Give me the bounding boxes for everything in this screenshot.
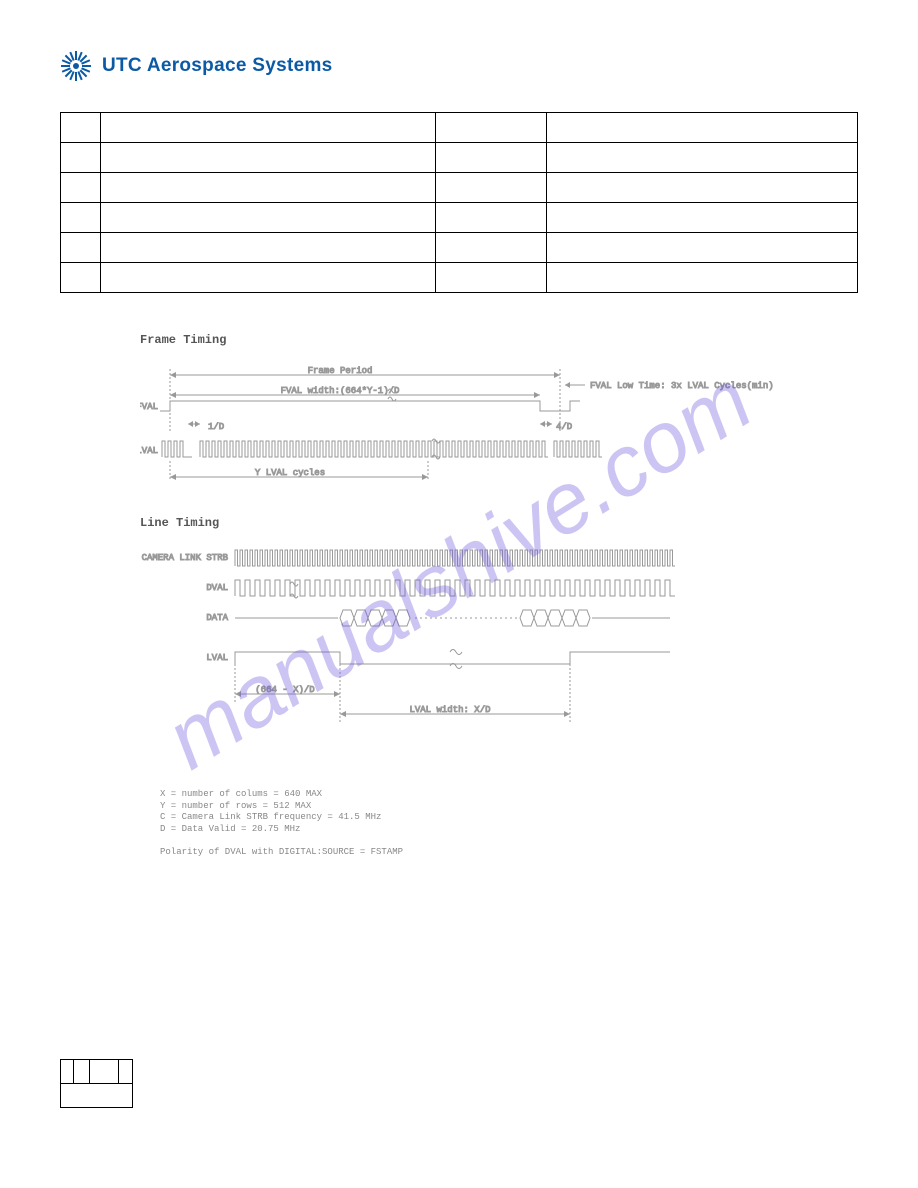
spec-cell [61,263,101,293]
brand-starburst-icon [60,50,92,82]
spec-cell [61,143,101,173]
timing-notes: X = number of colums = 640 MAX Y = numbe… [160,789,858,859]
footer-cell [118,1060,132,1084]
spec-cell [61,113,101,143]
svg-text:LVAL: LVAL [206,653,228,663]
svg-text:Y LVAL cycles: Y LVAL cycles [255,468,325,478]
footer-cell [61,1060,74,1084]
note-line: X = number of colums = 640 MAX [160,789,858,801]
spec-cell [547,233,858,263]
frame-timing-svg: Frame Period FVAL width:(664*Y-1)/D FVAL… [140,361,840,511]
svg-text:CAMERA LINK STRB: CAMERA LINK STRB [142,553,229,563]
spec-cell [547,143,858,173]
spec-cell [435,143,547,173]
spec-cell [435,203,547,233]
spec-cell [547,173,858,203]
note-line: Polarity of DVAL with DIGITAL:SOURCE = F… [160,847,858,859]
spec-cell [100,143,435,173]
spec-cell [435,173,547,203]
footer-cell [89,1060,118,1084]
svg-text:LVAL width: X/D: LVAL width: X/D [409,705,490,715]
svg-text:1/D: 1/D [208,422,224,432]
spec-cell [435,113,547,143]
svg-text:FVAL: FVAL [140,402,158,412]
frame-timing-diagram: Frame Timing Frame Period FVAL width:(66… [140,333,818,516]
svg-text:DATA: DATA [206,613,228,623]
spec-cell [547,263,858,293]
line-timing-diagram: Line Timing CAMERA LINK STRB DVAL DATA L… [140,516,818,759]
note-line: Y = number of rows = 512 MAX [160,801,858,813]
svg-text:LVAL: LVAL [140,446,158,456]
footer-cell [61,1084,133,1108]
spec-cell [61,173,101,203]
footer-cell [74,1060,90,1084]
svg-text:DVAL: DVAL [206,583,228,593]
note-line: D = Data Valid = 20.75 MHz [160,824,858,836]
spec-table [60,112,858,293]
spec-cell [100,233,435,263]
note-line: C = Camera Link STRB frequency = 41.5 MH… [160,812,858,824]
spec-cell [435,233,547,263]
spec-cell [100,203,435,233]
spec-cell [547,203,858,233]
line-timing-svg: CAMERA LINK STRB DVAL DATA LVAL [140,544,840,754]
svg-text:FVAL Low Time: 3x LVAL Cycles(: FVAL Low Time: 3x LVAL Cycles(min) [590,381,774,391]
brand-header: UTC Aerospace Systems [60,50,858,82]
svg-text:Frame Period: Frame Period [308,366,373,376]
svg-text:(664 - X)/D: (664 - X)/D [255,685,314,695]
brand-name: UTC Aerospace Systems [102,55,333,77]
svg-text:FVAL width:(664*Y-1)/D: FVAL width:(664*Y-1)/D [281,386,400,396]
line-timing-title: Line Timing [140,516,818,530]
spec-cell [547,113,858,143]
spec-cell [100,113,435,143]
spec-cell [435,263,547,293]
spec-cell [61,203,101,233]
footer-table [60,1059,133,1108]
frame-timing-title: Frame Timing [140,333,818,347]
svg-text:4/D: 4/D [556,422,572,432]
spec-cell [100,173,435,203]
spec-cell [100,263,435,293]
spec-cell [61,233,101,263]
